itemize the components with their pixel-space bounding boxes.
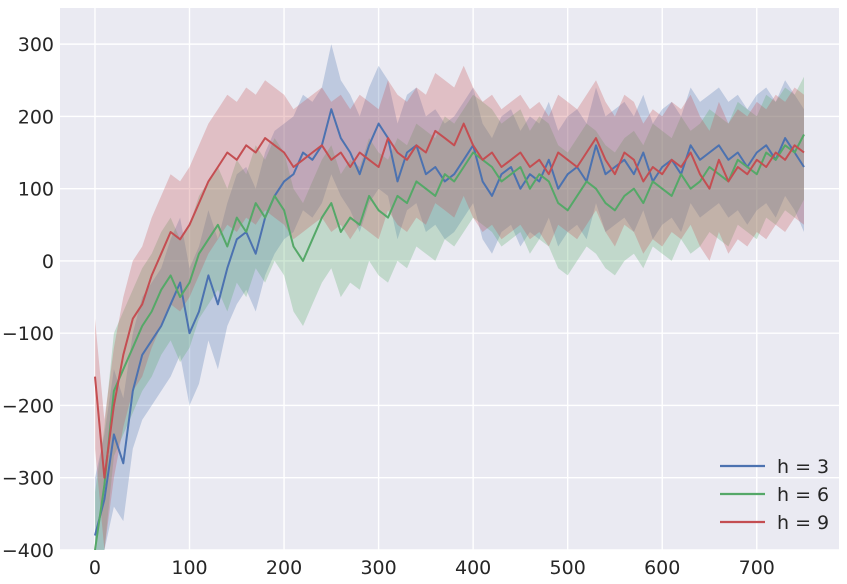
x-tick-label: 200 [266, 557, 302, 579]
legend-label: h = 6 [777, 484, 829, 506]
y-tick-label: 200 [18, 106, 54, 128]
legend: h = 3 h = 6 h = 9 [720, 456, 829, 534]
y-tick-label: −200 [2, 395, 54, 417]
y-tick-label: 100 [18, 179, 54, 201]
x-tick-label: 600 [644, 557, 680, 579]
confidence-band-series-3 [95, 65, 804, 550]
x-tick-label: 300 [360, 557, 396, 579]
confidence-band-series-1 [95, 44, 804, 550]
series-line-3 [94, 122, 805, 479]
legend-label: h = 9 [777, 512, 829, 534]
x-tick-label: 0 [89, 557, 101, 579]
grid-lines [60, 8, 839, 551]
y-axis-ticks: −400 −300 −200 −100 0 100 200 300 [2, 34, 54, 562]
y-tick-label: −100 [2, 323, 54, 345]
series-line-2 [94, 134, 805, 550]
x-tick-label: 100 [171, 557, 207, 579]
x-axis-ticks: 0 100 200 300 400 500 600 700 [89, 557, 775, 579]
y-tick-label: −400 [2, 540, 54, 562]
y-tick-label: 0 [42, 251, 54, 273]
y-tick-label: 300 [18, 34, 54, 56]
x-tick-label: 700 [739, 557, 775, 579]
series-lines [94, 108, 805, 550]
y-tick-label: −300 [2, 468, 54, 490]
x-tick-label: 400 [455, 557, 491, 579]
legend-label: h = 3 [777, 456, 829, 478]
x-tick-label: 500 [550, 557, 586, 579]
